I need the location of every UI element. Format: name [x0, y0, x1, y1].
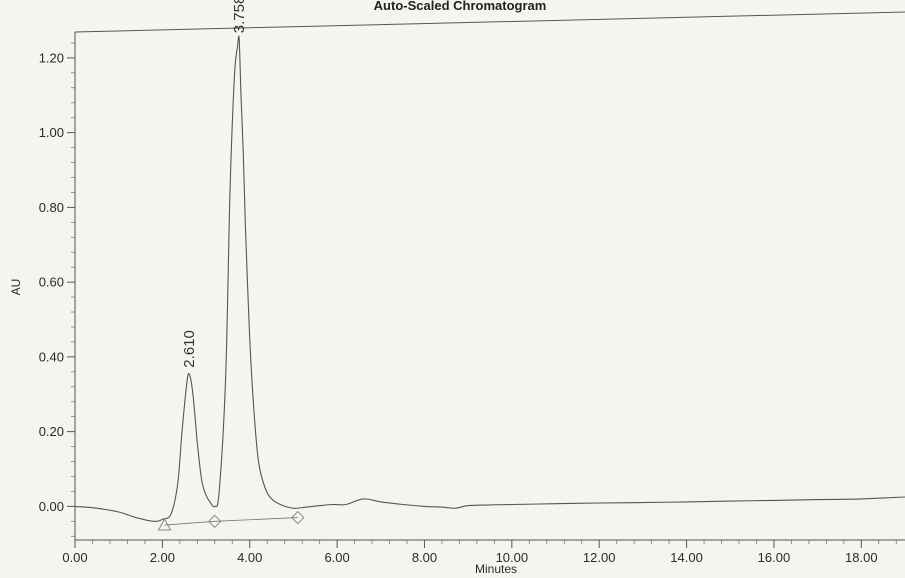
peak-end-marker [291, 510, 305, 525]
peak-start-marker [157, 518, 172, 531]
integration-baseline [164, 520, 215, 526]
x-tick-label: 6.00 [324, 550, 349, 565]
integration-baseline [214, 517, 298, 522]
y-tick-label: 0.20 [39, 424, 64, 439]
chromatogram-trace [74, 35, 905, 522]
plot-area: 2.610 3.758 [74, 0, 905, 531]
y-tick-label: 1.00 [39, 125, 64, 140]
x-tick-label: 12.00 [583, 550, 616, 565]
peak-end-marker [208, 514, 222, 529]
x-tick-label: 0.00 [62, 550, 87, 565]
x-tick-label: 16.00 [758, 550, 791, 565]
x-tick-label: 8.00 [412, 550, 437, 565]
top-border-line [74, 11, 905, 33]
y-tick-label: 1.20 [39, 50, 64, 65]
x-tick-label: 14.00 [670, 550, 703, 565]
x-axis-label: Minutes [475, 562, 517, 576]
chart-title: Auto-Scaled Chromatogram [374, 0, 547, 13]
y-tick-label: 0.60 [39, 275, 64, 290]
peak-label: 3.758 [231, 0, 248, 33]
x-tick-label: 2.00 [150, 550, 175, 565]
x-tick-label: 4.00 [237, 550, 262, 565]
peak-label: 2.610 [181, 330, 198, 368]
axes: 0.00 0.20 0.40 0.60 0.80 1.00 1.20 0.00 2.00 4.00… [39, 11, 905, 565]
y-axis-label: AU [9, 279, 23, 296]
y-tick-label: 0.00 [39, 499, 64, 514]
y-tick-label: 0.80 [39, 200, 64, 215]
x-tick-label: 10.00 [496, 550, 529, 565]
y-tick-label: 0.40 [39, 349, 64, 364]
x-tick-label: 18.00 [845, 550, 878, 565]
